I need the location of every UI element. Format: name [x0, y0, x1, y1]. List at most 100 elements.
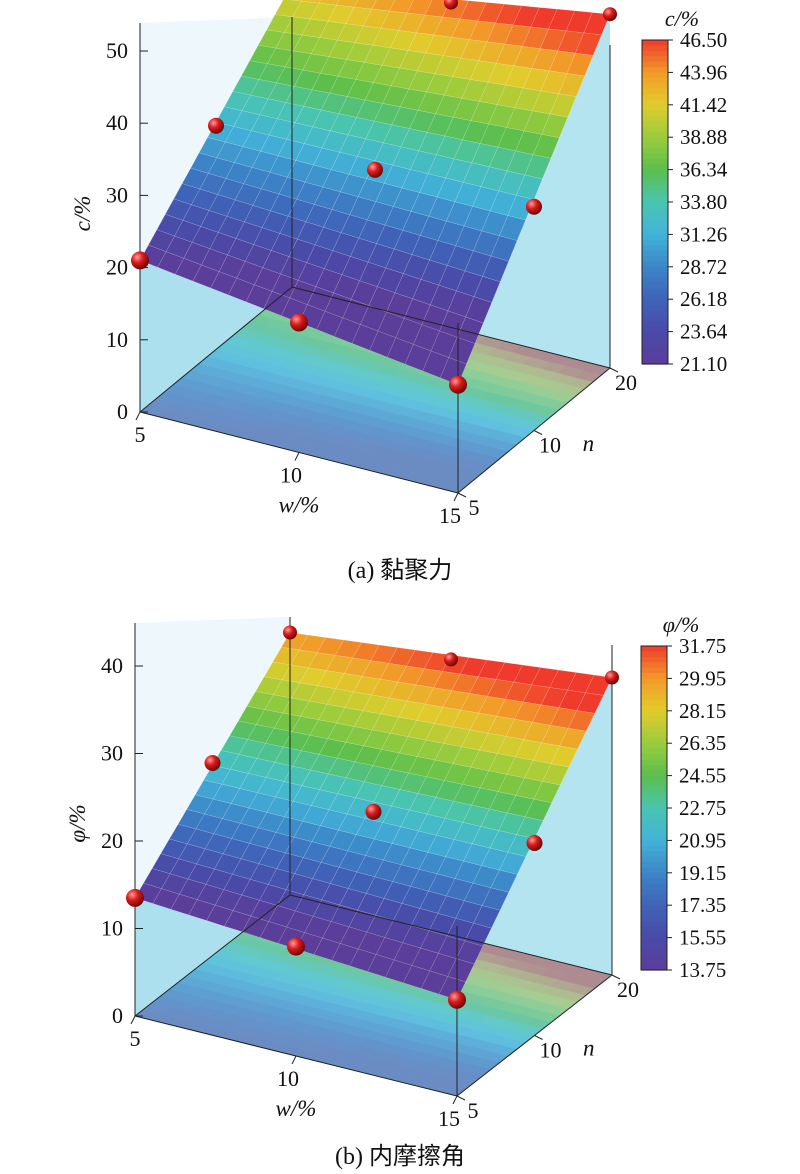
colorbar-band — [641, 775, 667, 782]
z-tick-label: 10 — [106, 327, 128, 352]
panel-caption: (a) 黏聚力 — [348, 557, 453, 584]
colorbar-label: 17.35 — [679, 893, 726, 917]
data-point — [283, 625, 297, 640]
colorbar-band — [642, 315, 668, 322]
surface-cell — [371, 0, 396, 12]
y-tick-label: 5 — [468, 1098, 479, 1123]
colorbar-band — [641, 700, 667, 706]
colorbar-band — [642, 310, 668, 316]
colorbar-band — [642, 218, 668, 225]
colorbar-band — [642, 342, 668, 349]
colorbar-band — [641, 926, 667, 933]
y-axis-title: n — [583, 431, 595, 456]
colorbar-band — [641, 737, 667, 744]
colorbar-band — [641, 705, 667, 712]
colorbar-label: 43.96 — [680, 60, 727, 84]
colorbar-band — [641, 829, 667, 836]
colorbar-band — [641, 786, 667, 793]
colorbar-band — [641, 948, 667, 955]
y-tick-mark — [534, 1035, 543, 1040]
colorbar-label: 31.26 — [680, 222, 727, 246]
colorbar-band — [641, 959, 667, 966]
colorbar-band — [642, 72, 668, 79]
colorbar-band — [642, 56, 668, 63]
colorbar-label: 41.42 — [680, 93, 727, 117]
colorbar-label: 23.64 — [680, 320, 728, 344]
colorbar-band — [641, 791, 667, 798]
colorbar-label: 24.55 — [679, 764, 726, 788]
colorbar-label: 33.80 — [680, 190, 727, 214]
colorbar-label: 28.15 — [679, 699, 726, 723]
colorbar-band — [642, 88, 668, 95]
axes-frame — [139, 17, 611, 494]
colorbar-band — [641, 862, 667, 868]
colorbar-band — [642, 223, 668, 230]
colorbar-band — [641, 797, 667, 804]
colorbar-label: 26.35 — [679, 731, 726, 755]
colorbar-band — [642, 83, 668, 90]
data-point — [367, 161, 383, 178]
colorbar-band — [642, 121, 668, 127]
colorbar-band — [642, 229, 668, 235]
colorbar-band — [641, 673, 667, 679]
x-tick-mark — [291, 1055, 297, 1065]
x-tick-label: 5 — [135, 422, 146, 447]
colorbar-label: 36.34 — [680, 158, 728, 182]
y-tick-mark — [457, 492, 467, 498]
colorbar-label: 26.18 — [680, 287, 727, 311]
surface-cell — [300, 0, 321, 4]
colorbar-band — [642, 261, 668, 268]
x-tick-label: 5 — [130, 1026, 141, 1051]
data-point — [287, 937, 305, 956]
y-tick-label: 5 — [469, 495, 480, 520]
z-tick-label: 0 — [117, 399, 128, 424]
colorbar-band — [641, 743, 667, 750]
colorbar-band — [641, 721, 667, 728]
colorbar-band — [641, 953, 667, 960]
z-tick-label: 30 — [101, 741, 123, 766]
colorbar-band — [642, 304, 668, 311]
colorbar-band — [641, 764, 667, 771]
colorbar-band — [642, 358, 668, 365]
colorbar-band — [641, 646, 667, 652]
colorbar-band — [642, 137, 668, 144]
colorbar-band — [642, 347, 668, 354]
colorbar-band — [641, 905, 667, 912]
colorbar-band — [641, 910, 667, 917]
colorbar-title: φ/% — [663, 612, 700, 637]
colorbar-band — [641, 759, 667, 766]
colorbar-label: 28.72 — [680, 255, 727, 279]
colorbar-band — [642, 110, 668, 117]
colorbar-band — [642, 191, 668, 198]
colorbar-band — [642, 115, 668, 122]
colorbar-band — [642, 299, 668, 306]
colorbar-band — [641, 813, 667, 820]
y-tick-mark — [456, 1095, 466, 1101]
colorbar-band — [642, 142, 668, 149]
y-tick-label: 10 — [540, 1038, 562, 1063]
y-tick-label: 20 — [615, 370, 637, 395]
colorbar-label: 15.55 — [679, 926, 726, 950]
z-tick-label: 40 — [106, 110, 128, 135]
z-tick-label: 40 — [101, 653, 123, 678]
data-point — [526, 198, 542, 215]
colorbar-band — [641, 921, 667, 928]
colorbar-band — [641, 916, 667, 922]
colorbar-band — [641, 845, 667, 852]
x-axis-title: w/% — [279, 493, 320, 518]
colorbar-band — [641, 808, 667, 814]
colorbar-band — [641, 732, 667, 739]
colorbar-label: 22.75 — [679, 796, 726, 820]
colorbar-band — [641, 889, 667, 895]
colorbar-band — [642, 293, 668, 300]
colorbar-label: 38.88 — [680, 125, 727, 149]
colorbar-band — [642, 131, 668, 138]
curtain-front — [135, 897, 457, 1096]
data-point — [605, 670, 619, 685]
colorbar-band — [642, 272, 668, 279]
colorbar-band — [642, 175, 668, 181]
colorbar-band — [642, 94, 668, 100]
colorbar-label: 29.95 — [679, 666, 726, 690]
colorbar-label: 21.10 — [680, 352, 727, 376]
